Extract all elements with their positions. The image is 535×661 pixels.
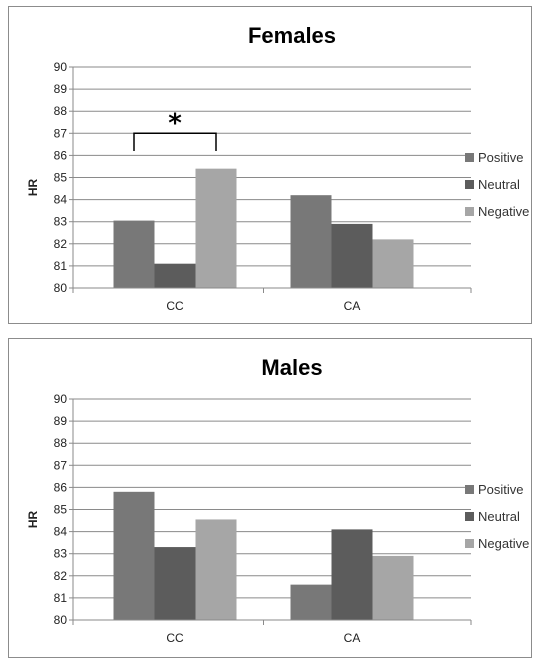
y-tick-label: 81 <box>54 259 68 273</box>
bar-negative-cc <box>195 519 237 620</box>
chart-title: Males <box>261 355 322 380</box>
legend-label-positive: Positive <box>478 150 524 165</box>
chart-title: Females <box>248 23 336 48</box>
y-tick-label: 82 <box>54 237 68 251</box>
y-tick-label: 80 <box>54 281 68 295</box>
legend-label-positive: Positive <box>478 482 524 497</box>
legend-label-negative: Negative <box>478 536 529 551</box>
legend-swatch-neutral <box>465 180 474 189</box>
males-chart-panel: Males 80 81 82 83 84 85 86 87 88 89 90 HR CC CA Positiv… <box>8 338 532 658</box>
bar-neutral-cc <box>154 547 196 620</box>
legend-swatch-positive <box>465 485 474 494</box>
legend-label-negative: Negative <box>478 204 529 219</box>
x-tick-label: CC <box>166 299 184 313</box>
legend-swatch-negative <box>465 539 474 548</box>
bar-negative-ca <box>372 239 414 288</box>
bar-positive-cc <box>113 220 155 288</box>
males-chart: Males 80 81 82 83 84 85 86 87 88 89 90 HR CC CA Positiv… <box>26 355 529 645</box>
females-chart: Females 80 81 82 83 84 85 86 87 88 89 90 HR CC CA * Posi… <box>26 23 529 313</box>
x-tick-label: CA <box>344 299 361 313</box>
bar-neutral-ca <box>331 529 373 620</box>
females-chart-panel: Females 80 81 82 83 84 85 86 87 88 89 90 HR CC CA * Posi… <box>8 6 532 324</box>
y-tick-label: 89 <box>54 82 68 96</box>
y-tick-label: 85 <box>54 171 68 185</box>
bar-negative-ca <box>372 555 414 620</box>
bar-positive-cc <box>113 491 155 620</box>
legend-label-neutral: Neutral <box>478 509 520 524</box>
y-tick-label: 84 <box>54 193 68 207</box>
y-tick-label: 90 <box>54 60 68 74</box>
y-axis-label: HR <box>26 511 40 529</box>
bar-negative-cc <box>195 168 237 288</box>
bar-neutral-cc <box>154 263 196 288</box>
y-axis-label: HR <box>26 179 40 197</box>
y-tick-label: 80 <box>54 613 68 627</box>
y-tick-label: 88 <box>54 436 68 450</box>
bar-positive-ca <box>290 195 332 288</box>
y-tick-label: 86 <box>54 480 68 494</box>
significance-star: * <box>168 108 182 138</box>
y-tick-label: 84 <box>54 525 68 539</box>
bar-positive-ca <box>290 584 332 620</box>
y-tick-label: 83 <box>54 215 68 229</box>
y-tick-label: 81 <box>54 591 68 605</box>
legend-swatch-negative <box>465 207 474 216</box>
legend-swatch-neutral <box>465 512 474 521</box>
x-tick-label: CC <box>166 631 184 645</box>
legend-label-neutral: Neutral <box>478 177 520 192</box>
y-tick-label: 90 <box>54 392 68 406</box>
y-tick-label: 87 <box>54 126 68 140</box>
y-tick-label: 89 <box>54 414 68 428</box>
y-tick-label: 83 <box>54 547 68 561</box>
y-tick-label: 82 <box>54 569 68 583</box>
y-tick-label: 88 <box>54 104 68 118</box>
x-tick-label: CA <box>344 631 361 645</box>
y-tick-label: 85 <box>54 503 68 517</box>
legend-swatch-positive <box>465 153 474 162</box>
y-tick-label: 87 <box>54 458 68 472</box>
y-tick-label: 86 <box>54 148 68 162</box>
bar-neutral-ca <box>331 223 373 288</box>
significance-bracket <box>133 132 217 151</box>
